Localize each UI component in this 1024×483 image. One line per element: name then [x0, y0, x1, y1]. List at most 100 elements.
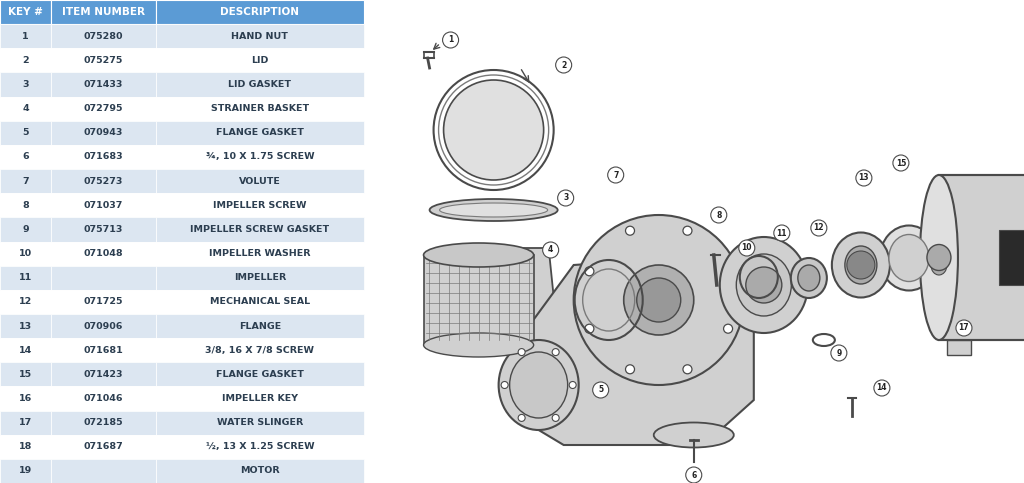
Ellipse shape	[430, 199, 558, 221]
Text: 12: 12	[814, 224, 824, 232]
Text: 072185: 072185	[84, 418, 124, 427]
Circle shape	[738, 240, 755, 256]
Bar	[0, 97, 51, 121]
Circle shape	[569, 382, 577, 388]
Ellipse shape	[720, 237, 808, 333]
Ellipse shape	[736, 254, 792, 316]
Text: 11: 11	[776, 228, 787, 238]
Text: MECHANICAL SEAL: MECHANICAL SEAL	[210, 298, 310, 306]
Ellipse shape	[424, 333, 534, 357]
Bar	[51, 459, 157, 483]
Bar	[0, 435, 51, 459]
Text: 3: 3	[23, 80, 29, 89]
Text: 1: 1	[447, 35, 454, 44]
Bar	[51, 193, 157, 217]
Text: 071433: 071433	[84, 80, 123, 89]
Bar	[51, 411, 157, 435]
Ellipse shape	[798, 265, 820, 291]
Circle shape	[711, 207, 727, 223]
Circle shape	[637, 278, 681, 322]
Text: 075280: 075280	[84, 32, 123, 41]
Text: 075273: 075273	[84, 177, 123, 185]
Bar	[51, 0, 157, 24]
Bar	[947, 340, 971, 355]
Text: 071725: 071725	[84, 298, 123, 306]
Ellipse shape	[653, 423, 734, 448]
Bar	[0, 217, 51, 242]
Ellipse shape	[831, 232, 890, 298]
Text: 18: 18	[18, 442, 32, 451]
Circle shape	[724, 324, 732, 333]
Ellipse shape	[439, 203, 548, 217]
Text: HAND NUT: HAND NUT	[231, 32, 289, 41]
Text: 071048: 071048	[84, 249, 124, 258]
Bar	[0, 338, 51, 362]
Bar	[51, 338, 157, 362]
Circle shape	[811, 220, 826, 236]
Circle shape	[847, 251, 874, 279]
Circle shape	[518, 414, 525, 421]
Text: 071687: 071687	[84, 442, 124, 451]
Polygon shape	[504, 255, 754, 445]
Text: IMPELLER: IMPELLER	[233, 273, 286, 282]
Bar	[0, 72, 51, 97]
Text: 2: 2	[23, 56, 29, 65]
Bar	[157, 290, 364, 314]
Text: 071683: 071683	[84, 153, 124, 161]
Circle shape	[893, 155, 909, 171]
Circle shape	[774, 225, 790, 241]
Text: 13: 13	[859, 173, 869, 183]
Text: STRAINER BASKET: STRAINER BASKET	[211, 104, 309, 113]
Text: 072795: 072795	[84, 104, 123, 113]
Bar	[0, 145, 51, 169]
Circle shape	[585, 324, 594, 333]
Text: WATER SLINGER: WATER SLINGER	[217, 418, 303, 427]
Text: 1: 1	[23, 32, 29, 41]
Text: IMPELLER KEY: IMPELLER KEY	[222, 394, 298, 403]
Bar	[0, 411, 51, 435]
Bar	[157, 338, 364, 362]
Bar	[157, 97, 364, 121]
Circle shape	[745, 267, 782, 303]
Text: 17: 17	[958, 324, 970, 332]
Circle shape	[724, 267, 732, 276]
Bar	[157, 459, 364, 483]
Bar	[51, 435, 157, 459]
Circle shape	[556, 57, 571, 73]
Text: 13: 13	[18, 322, 32, 330]
Bar	[0, 459, 51, 483]
Polygon shape	[426, 248, 559, 345]
Text: FLANGE GASKET: FLANGE GASKET	[216, 128, 304, 137]
Bar	[51, 242, 157, 266]
Bar	[51, 121, 157, 145]
Circle shape	[626, 226, 635, 235]
Text: 8: 8	[23, 201, 29, 210]
Text: 10: 10	[741, 243, 752, 253]
Ellipse shape	[931, 255, 947, 275]
Bar	[0, 0, 51, 24]
Text: LID GASKET: LID GASKET	[228, 80, 292, 89]
Text: 070943: 070943	[84, 128, 123, 137]
Circle shape	[856, 170, 871, 186]
Circle shape	[518, 349, 525, 355]
Bar	[51, 314, 157, 338]
Text: 4: 4	[548, 245, 553, 255]
Bar	[0, 266, 51, 290]
Text: 071681: 071681	[84, 346, 124, 355]
Text: 9: 9	[23, 225, 29, 234]
Text: KEY #: KEY #	[8, 7, 43, 17]
Bar	[51, 72, 157, 97]
Text: 9: 9	[837, 349, 842, 357]
Ellipse shape	[889, 235, 929, 282]
Text: 17: 17	[18, 418, 32, 427]
Bar	[51, 97, 157, 121]
Text: 8: 8	[716, 211, 722, 219]
Bar	[157, 24, 364, 48]
Circle shape	[686, 467, 701, 483]
Bar	[157, 48, 364, 72]
Bar	[424, 255, 534, 345]
Ellipse shape	[424, 243, 534, 267]
Text: 7: 7	[613, 170, 618, 180]
Circle shape	[956, 320, 972, 336]
Bar	[0, 386, 51, 411]
